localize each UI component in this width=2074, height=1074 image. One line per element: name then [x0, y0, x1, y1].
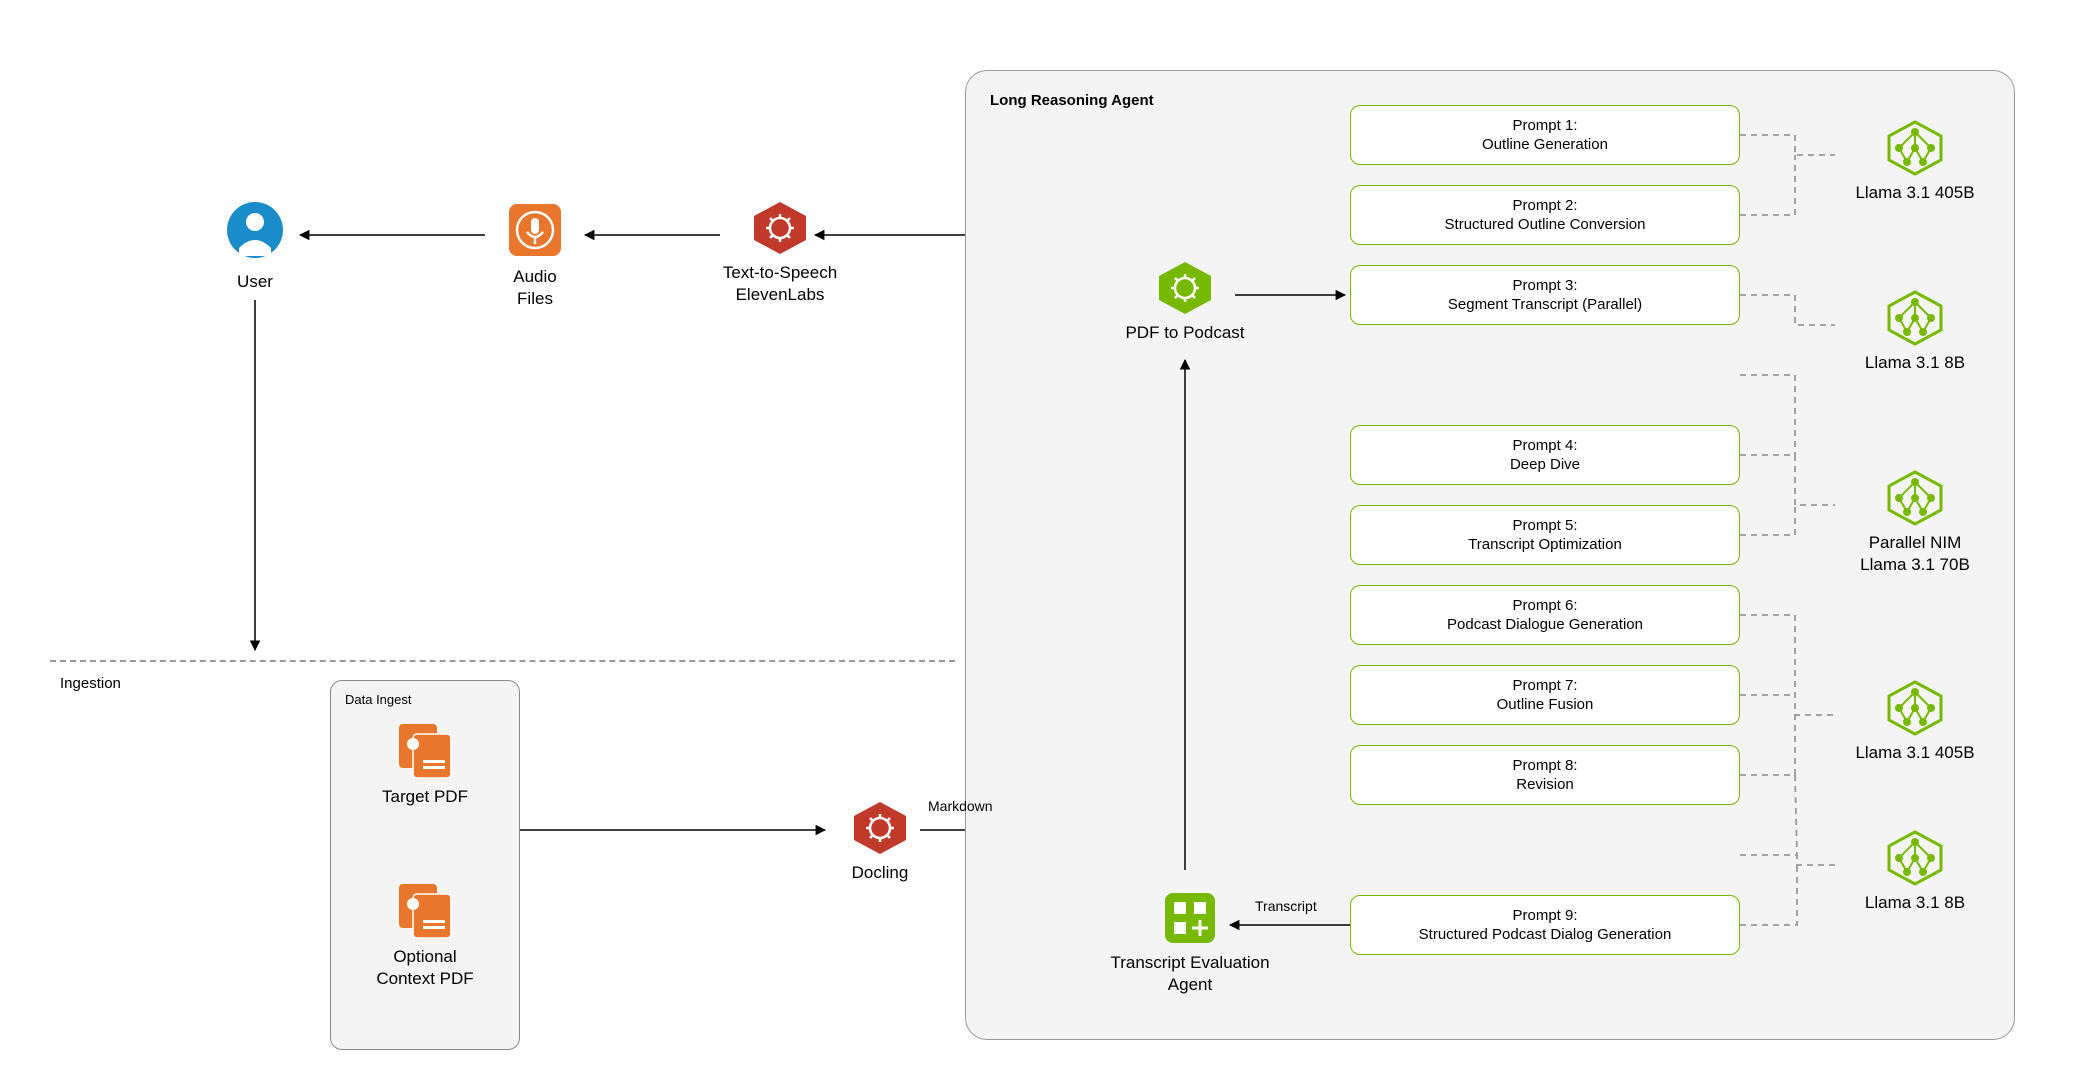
pdf-to-podcast-node: PDF to Podcast: [1125, 260, 1245, 344]
model-1: Llama 3.1 405B: [1840, 120, 1990, 204]
documents-icon: [393, 720, 457, 780]
user-label: User: [225, 271, 285, 293]
prompt-2-title: Prompt 2:: [1512, 197, 1577, 214]
prompt-6-sub: Podcast Dialogue Generation: [1447, 616, 1643, 633]
target-pdf-node: Target PDF: [375, 720, 475, 808]
network-hexagon-icon: [1885, 470, 1945, 526]
model-3-label: Parallel NIM Llama 3.1 70B: [1840, 532, 1990, 576]
prompt-6: Prompt 6: Podcast Dialogue Generation: [1350, 585, 1740, 645]
grid-plus-icon: [1162, 890, 1218, 946]
network-hexagon-icon: [1885, 120, 1945, 176]
docling-label: Docling: [835, 862, 925, 884]
long-reasoning-title: Long Reasoning Agent: [990, 92, 1154, 109]
docling-node: Docling: [835, 800, 925, 884]
model-3: Parallel NIM Llama 3.1 70B: [1840, 470, 1990, 576]
prompt-3-title: Prompt 3:: [1512, 277, 1577, 294]
user-icon: [225, 200, 285, 260]
prompt-7: Prompt 7: Outline Fusion: [1350, 665, 1740, 725]
prompt-4-sub: Deep Dive: [1510, 456, 1580, 473]
network-hexagon-icon: [1885, 680, 1945, 736]
prompt-8-title: Prompt 8:: [1512, 757, 1577, 774]
documents-icon: [393, 880, 457, 940]
prompt-6-title: Prompt 6:: [1512, 597, 1577, 614]
context-pdf-node: Optional Context PDF: [375, 880, 475, 990]
microphone-icon: [505, 200, 565, 260]
data-ingest-title: Data Ingest: [345, 692, 412, 707]
network-hexagon-icon: [1885, 830, 1945, 886]
transcript-agent-node: Transcript Evaluation Agent: [1110, 890, 1270, 996]
target-pdf-label: Target PDF: [375, 786, 475, 808]
prompt-3: Prompt 3: Segment Transcript (Parallel): [1350, 265, 1740, 325]
section-divider: [50, 660, 955, 662]
model-1-label: Llama 3.1 405B: [1840, 182, 1990, 204]
prompt-9-title: Prompt 9:: [1512, 907, 1577, 924]
model-4: Llama 3.1 405B: [1840, 680, 1990, 764]
prompt-2: Prompt 2: Structured Outline Conversion: [1350, 185, 1740, 245]
prompt-2-sub: Structured Outline Conversion: [1445, 216, 1646, 233]
gear-hexagon-icon: [750, 200, 810, 256]
audio-files-node: Audio Files: [495, 200, 575, 310]
prompt-8: Prompt 8: Revision: [1350, 745, 1740, 805]
tts-node: Text-to-Speech ElevenLabs: [720, 200, 840, 306]
user-node: User: [225, 200, 285, 293]
audio-files-label: Audio Files: [495, 266, 575, 310]
prompt-4: Prompt 4: Deep Dive: [1350, 425, 1740, 485]
prompt-7-title: Prompt 7:: [1512, 677, 1577, 694]
context-pdf-label: Optional Context PDF: [375, 946, 475, 990]
prompt-8-sub: Revision: [1516, 776, 1574, 793]
prompt-5-sub: Transcript Optimization: [1468, 536, 1622, 553]
prompt-5: Prompt 5: Transcript Optimization: [1350, 505, 1740, 565]
prompt-7-sub: Outline Fusion: [1497, 696, 1594, 713]
model-2-label: Llama 3.1 8B: [1840, 352, 1990, 374]
prompt-4-title: Prompt 4:: [1512, 437, 1577, 454]
pdf-to-podcast-label: PDF to Podcast: [1125, 322, 1245, 344]
model-5-label: Llama 3.1 8B: [1840, 892, 1990, 914]
prompt-1-sub: Outline Generation: [1482, 136, 1608, 153]
prompt-5-title: Prompt 5:: [1512, 517, 1577, 534]
model-5: Llama 3.1 8B: [1840, 830, 1990, 914]
prompt-1-title: Prompt 1:: [1512, 117, 1577, 134]
gear-hexagon-icon: [1155, 260, 1215, 316]
prompt-1: Prompt 1: Outline Generation: [1350, 105, 1740, 165]
prompt-9-sub: Structured Podcast Dialog Generation: [1419, 926, 1672, 943]
prompt-9: Prompt 9: Structured Podcast Dialog Gener…: [1350, 895, 1740, 955]
markdown-edge-label: Markdown: [928, 798, 993, 814]
model-2: Llama 3.1 8B: [1840, 290, 1990, 374]
tts-label: Text-to-Speech ElevenLabs: [720, 262, 840, 306]
network-hexagon-icon: [1885, 290, 1945, 346]
transcript-agent-label: Transcript Evaluation Agent: [1110, 952, 1270, 996]
prompt-3-sub: Segment Transcript (Parallel): [1448, 296, 1642, 313]
model-4-label: Llama 3.1 405B: [1840, 742, 1990, 764]
gear-hexagon-icon: [850, 800, 910, 856]
ingestion-label: Ingestion: [60, 675, 121, 692]
